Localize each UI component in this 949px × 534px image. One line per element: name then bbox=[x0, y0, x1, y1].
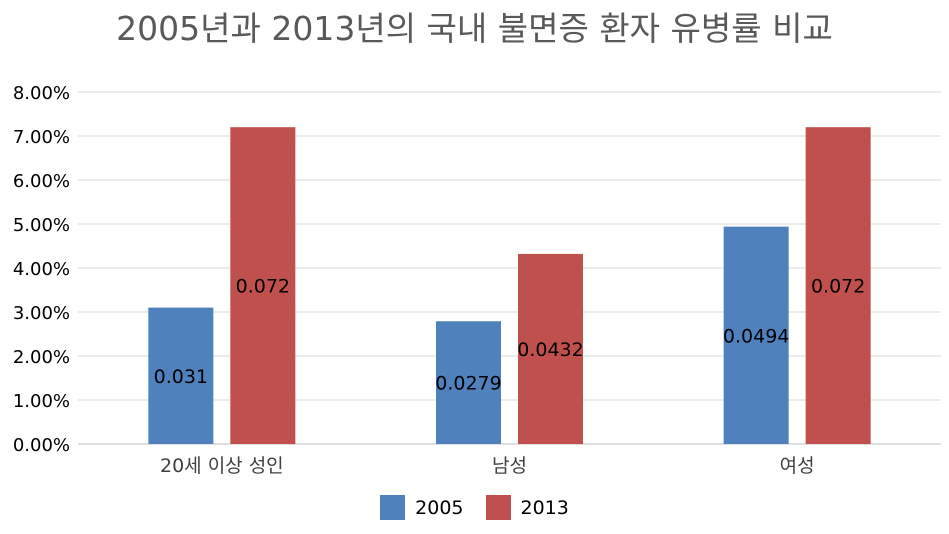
data-label: 0.0279 bbox=[435, 373, 501, 395]
x-axis-tick-labels: 20세 이상 성인 남성 여성 bbox=[160, 455, 815, 477]
data-label: 0.072 bbox=[236, 276, 290, 298]
bar-2013-3 bbox=[805, 127, 871, 444]
x-tick-label: 20세 이상 성인 bbox=[160, 455, 284, 477]
gridlines bbox=[78, 91, 941, 445]
bar-2013-1 bbox=[230, 127, 296, 444]
legend-label-series-2: 2013 bbox=[520, 496, 569, 519]
legend-label-series-1: 2005 bbox=[415, 496, 464, 519]
legend-entry-series-2: 2013 bbox=[485, 495, 569, 520]
legend-swatch-series-2 bbox=[485, 495, 511, 520]
x-tick-label: 여성 bbox=[780, 455, 815, 477]
y-tick-label: 2.00% bbox=[13, 347, 70, 368]
y-tick-label: 5.00% bbox=[13, 215, 70, 236]
x-tick-label: 남성 bbox=[492, 455, 527, 477]
bar-2005-1 bbox=[148, 307, 214, 444]
y-tick-label: 8.00% bbox=[13, 83, 70, 104]
data-labels: 0.031 0.072 0.0279 0.0432 0.0494 0.072 bbox=[154, 276, 866, 395]
y-tick-label: 0.00% bbox=[13, 435, 70, 456]
legend-swatch-series-1 bbox=[380, 495, 406, 520]
bar-2005-2 bbox=[436, 321, 501, 444]
data-label: 0.0494 bbox=[723, 325, 789, 347]
y-tick-label: 4.00% bbox=[13, 259, 70, 280]
y-tick-label: 3.00% bbox=[13, 303, 70, 324]
y-tick-label: 1.00% bbox=[13, 391, 70, 412]
bar-2013-2 bbox=[518, 253, 583, 444]
chart-title: 2005년과 2013년의 국내 불면증 환자 유병률 비교 bbox=[116, 9, 833, 48]
bar-2005-3 bbox=[723, 226, 789, 444]
legend: 2005 2013 bbox=[0, 495, 949, 520]
legend-entry-series-1: 2005 bbox=[380, 495, 464, 520]
data-label: 0.0432 bbox=[517, 339, 583, 361]
y-tick-label: 6.00% bbox=[13, 171, 70, 192]
data-label: 0.031 bbox=[154, 366, 208, 388]
y-axis-tick-labels: 0.00% 1.00% 2.00% 3.00% 4.00% 5.00% 6.00% 7.00%… bbox=[13, 83, 70, 456]
data-label: 0.072 bbox=[811, 276, 865, 298]
bars bbox=[148, 127, 871, 444]
y-tick-label: 7.00% bbox=[13, 127, 70, 148]
